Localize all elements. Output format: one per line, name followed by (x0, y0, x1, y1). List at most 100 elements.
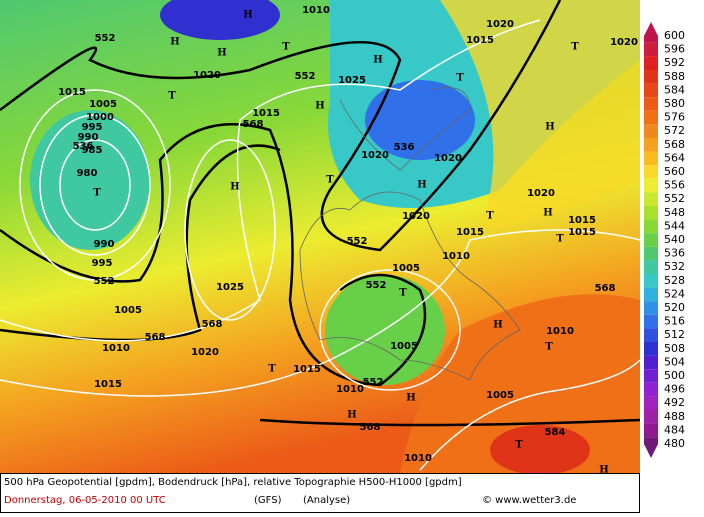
isobar-label: 980 (77, 168, 98, 179)
isobar-label: 1020 (434, 153, 462, 164)
colorbar-label: 516 (664, 315, 685, 328)
colorbar-swatch (644, 314, 658, 329)
isobar-label: 1005 (390, 341, 418, 352)
colorbar-swatch (644, 437, 658, 444)
geopotential-label: 536 (73, 141, 94, 152)
geopotential-label: 568 (202, 319, 223, 330)
isobar-label: 1025 (216, 282, 244, 293)
colorbar-label: 584 (664, 83, 685, 96)
geopotential-label: 552 (95, 33, 116, 44)
colorbar-swatch (644, 124, 658, 138)
colorbar-label: 596 (664, 43, 685, 56)
geopotential-label: 552 (295, 71, 316, 82)
colorbar-swatch (644, 83, 658, 98)
colorbar-swatch (644, 192, 658, 206)
colorbar-label: 556 (664, 179, 685, 192)
colorbar-swatch (644, 342, 658, 356)
low-core (365, 80, 475, 160)
footer-date: Donnerstag, 06-05-2010 00 UTC (4, 495, 166, 506)
colorbar-swatch (644, 42, 658, 57)
geopotential-label: 552 (347, 236, 368, 247)
geopotential-label: 568 (145, 332, 166, 343)
colorbar-label: 572 (664, 124, 685, 137)
colorbar-label: 528 (664, 274, 685, 287)
isobar-label: 1015 (94, 379, 122, 390)
colorbar-swatch (644, 56, 658, 70)
footer-model: (GFS) (254, 495, 282, 506)
low-core (160, 0, 280, 40)
isobar-label: 1010 (546, 326, 574, 337)
pressure-center-label: H (406, 393, 415, 404)
pressure-center-label: H (545, 122, 554, 133)
colorbar-swatch (644, 165, 658, 179)
geopotential-label: 552 (94, 276, 115, 287)
pressure-center-label: T (545, 342, 553, 353)
colorbar-swatch (644, 328, 658, 342)
colorbar-label: 592 (664, 56, 685, 69)
colorbar-swatch (644, 219, 658, 234)
isobar-label: 995 (82, 122, 103, 133)
pressure-center-label: T (282, 42, 290, 53)
isobar-label: 1015 (252, 108, 280, 119)
colorbar-swatch (644, 206, 658, 220)
isobar-label: 1020 (402, 211, 430, 222)
colorbar-label: 552 (664, 192, 685, 205)
coastlines (299, 87, 521, 381)
hot-core (490, 425, 590, 475)
colorbar-swatch (644, 138, 658, 152)
isobar-label: 1020 (486, 19, 514, 30)
footer-run: (Analyse) (303, 495, 350, 506)
colorbar-label: 544 (664, 219, 685, 232)
warm-area (440, 0, 640, 230)
pressure-center-label: H (373, 55, 382, 66)
colorbar-label: 484 (664, 423, 685, 436)
footer-credit: © www.wetter3.de (482, 495, 576, 506)
isobar-label: 1015 (568, 227, 596, 238)
isobar-label: 1005 (114, 305, 142, 316)
isobar-label: 995 (92, 258, 113, 269)
isobar-label: 1020 (361, 150, 389, 161)
pressure-center-label: H (243, 10, 252, 21)
colorbar-swatch (644, 369, 658, 383)
colorbar-label: 588 (664, 70, 685, 83)
geopotential-lines (0, 0, 641, 427)
pressure-center-label: T (456, 73, 464, 84)
colorbar-swatch (644, 355, 658, 370)
colorbar-swatch (644, 382, 658, 397)
pressure-center-label: H (315, 101, 324, 112)
isobar-label: 1020 (610, 37, 638, 48)
pressure-center-label: T (515, 440, 523, 451)
isobar-label: 990 (94, 239, 115, 250)
colorbar-label: 524 (664, 287, 685, 300)
colorbar-label: 492 (664, 396, 685, 409)
isobar-label: 1020 (193, 70, 221, 81)
pressure-center-label: T (93, 188, 101, 199)
colorbar-swatch (644, 274, 658, 288)
geopotential-label: 536 (394, 142, 415, 153)
isobar-label: 1010 (442, 251, 470, 262)
pressure-center-label: T (399, 288, 407, 299)
colorbar-swatch (644, 396, 658, 410)
isobar-label: 1015 (456, 227, 484, 238)
colorbar-swatch (644, 70, 658, 84)
colorbar-label: 532 (664, 260, 685, 273)
geopotential-label: 568 (595, 283, 616, 294)
footer-description: 500 hPa Geopotential [gpdm], Bodendruck … (4, 477, 462, 488)
pressure-center-label: H (217, 48, 226, 59)
isobar-label: 1005 (89, 99, 117, 110)
colorbar-label: 512 (664, 328, 685, 341)
pressure-center-label: T (486, 211, 494, 222)
colorbar-swatch (644, 410, 658, 424)
pressure-center-label: H (543, 208, 552, 219)
geopotential-label: 552 (363, 377, 384, 388)
colorbar-label: 504 (664, 355, 685, 368)
colorbar-label: 568 (664, 138, 685, 151)
isobar-label: 985 (82, 145, 103, 156)
colorbar-swatch (644, 301, 658, 315)
colorbar-swatch (644, 97, 658, 111)
geopotential-label: 584 (545, 427, 566, 438)
colorbar-label: 536 (664, 247, 685, 260)
colorbar-top-arrow (644, 22, 658, 36)
colorbar-swatch (644, 423, 658, 438)
colorbar-label: 500 (664, 369, 685, 382)
